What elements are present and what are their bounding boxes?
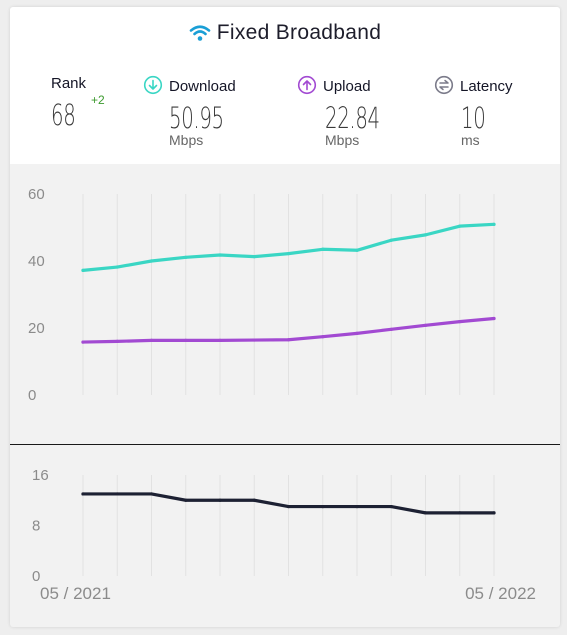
y-tick-label: 16	[32, 467, 49, 484]
arrow-down-circle-icon	[143, 75, 163, 95]
upload-data-point	[81, 340, 85, 344]
upload-data-point	[286, 338, 291, 342]
latency-label: Latency	[460, 78, 513, 95]
rank-value: 68	[51, 98, 76, 132]
upload-unit: Mbps	[325, 132, 360, 148]
download-metric: Download 50.95 Mbps	[143, 75, 250, 148]
latency-data-point	[458, 511, 462, 515]
latency-data-point	[321, 504, 325, 509]
latency-data-point	[355, 504, 359, 509]
download-data-point	[492, 222, 496, 226]
upload-data-point	[252, 338, 256, 342]
latency-data-point	[492, 511, 496, 515]
latency-data-point	[149, 492, 154, 496]
card-header: Fixed Broadband Rank 68 +2 Download 50.9…	[10, 7, 560, 164]
latency-data-point	[389, 504, 393, 509]
latency-value: 10	[461, 101, 486, 135]
upload-value: 22.84	[325, 101, 380, 135]
download-label: Download	[169, 78, 236, 95]
latency-data-point	[286, 504, 291, 509]
upload-data-point	[218, 338, 222, 342]
y-tick-label: 60	[28, 186, 45, 203]
fixed-broadband-card: Fixed Broadband Rank 68 +2 Download 50.9…	[10, 7, 560, 627]
wifi-icon	[189, 24, 211, 48]
upload-data-point	[321, 335, 325, 339]
x-tick-label-end: 05 / 2022	[465, 584, 536, 603]
x-tick-label-start: 05 / 2021	[40, 584, 111, 603]
download-value: 50.95	[169, 101, 224, 135]
download-data-point	[389, 238, 393, 242]
upload-data-point	[149, 338, 154, 342]
latency-unit: ms	[461, 132, 480, 148]
download-data-point	[286, 252, 291, 256]
download-data-point	[423, 233, 428, 237]
chart-divider	[10, 444, 560, 445]
latency-data-point	[252, 498, 256, 502]
rank-metric: Rank 68	[51, 75, 87, 132]
download-data-point	[321, 247, 325, 251]
upload-metric: Upload 22.84 Mbps	[297, 75, 406, 148]
download-data-point	[252, 255, 256, 259]
upload-data-point	[458, 320, 462, 324]
speed-history-charts: 0 20 40 60 0 8 16 05 / 2021 05 / 2022	[28, 186, 536, 603]
card-title-text: Fixed Broadband	[216, 21, 382, 44]
rank-delta: +2	[91, 93, 105, 107]
latency-data-point	[184, 498, 188, 502]
latency-data-point	[115, 492, 119, 496]
download-data-point	[218, 253, 222, 257]
download-data-point	[149, 259, 154, 263]
download-data-point	[115, 265, 119, 269]
upload-data-point	[184, 338, 188, 342]
latency-data-point	[218, 498, 222, 502]
y-tick-label: 8	[32, 518, 40, 535]
y-tick-label: 40	[28, 253, 45, 270]
upload-data-point	[115, 339, 119, 343]
upload-data-point	[492, 316, 496, 321]
rank-label: Rank	[51, 75, 87, 92]
y-tick-label: 0	[32, 568, 40, 585]
y-tick-label: 20	[28, 320, 45, 337]
upload-data-point	[423, 323, 428, 327]
upload-label: Upload	[323, 78, 371, 95]
latency-metric: Latency 10 ms	[434, 75, 513, 148]
download-data-point	[458, 224, 462, 228]
arrow-up-circle-icon	[297, 75, 317, 95]
latency-data-point	[423, 511, 428, 515]
swap-circle-icon	[434, 75, 454, 95]
download-data-point	[355, 248, 359, 252]
upload-data-point	[355, 331, 359, 335]
download-unit: Mbps	[169, 132, 204, 148]
latency-data-point	[81, 492, 85, 496]
download-data-point	[81, 268, 85, 272]
y-tick-label: 0	[28, 387, 36, 404]
upload-data-point	[389, 327, 393, 331]
card-title: Fixed Broadband	[10, 21, 560, 48]
download-data-point	[184, 255, 188, 259]
